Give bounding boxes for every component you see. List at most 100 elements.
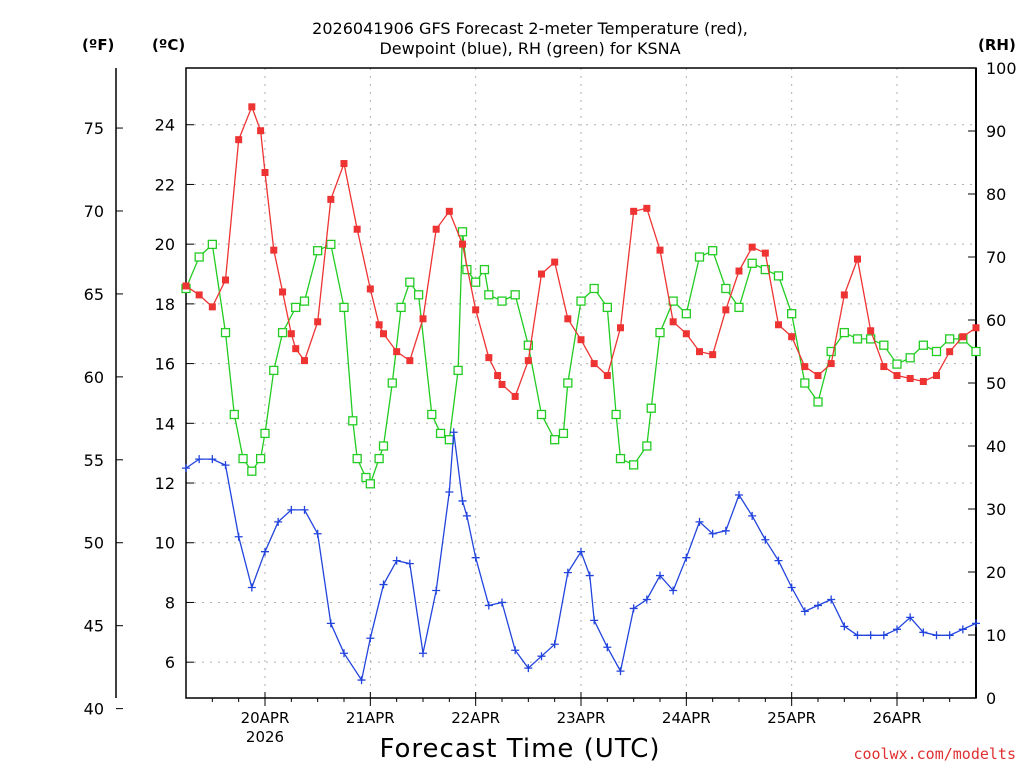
temperature-point xyxy=(511,392,519,400)
temperature-point xyxy=(195,291,203,299)
rh-point xyxy=(734,302,744,313)
rh-point xyxy=(931,346,942,357)
dewpoint-point xyxy=(932,631,941,640)
dewpoint-point xyxy=(498,598,506,607)
fahrenheit-tick-label: 55 xyxy=(84,451,104,470)
dewpoint-point xyxy=(879,631,888,640)
x-tick-label: 24APR xyxy=(662,709,711,727)
dewpoint-point xyxy=(893,625,901,634)
dewpoint-point xyxy=(195,455,204,464)
rh-point xyxy=(576,296,586,306)
rh-point xyxy=(892,359,902,369)
dewpoint-point xyxy=(550,640,559,649)
rh-point xyxy=(396,302,406,313)
rh-tick-label: 90 xyxy=(986,122,1006,141)
temperature-point xyxy=(775,321,782,329)
celsius-tick-label: 16 xyxy=(155,355,175,374)
chart-title-line2: Dewpoint (blue), RH (green) for KSNA xyxy=(379,39,681,58)
dewpoint-point xyxy=(379,580,388,589)
temperature-point xyxy=(972,324,980,332)
dewpoint-point xyxy=(669,586,678,595)
dewpoint-point xyxy=(274,517,283,526)
temperature-point xyxy=(257,127,265,135)
rh-point xyxy=(471,277,481,287)
temperature-point xyxy=(182,282,190,290)
rh-point xyxy=(589,283,599,294)
rh-point xyxy=(826,346,836,357)
dewpoint-point xyxy=(247,583,256,592)
fahrenheit-unit-label: (ºF) xyxy=(82,36,115,54)
x-tick-label: 21APR xyxy=(346,709,395,727)
dewpoint-point xyxy=(577,547,585,556)
rh-point xyxy=(550,435,560,445)
rh-point xyxy=(405,277,415,287)
credit-text[interactable]: coolwx.com/modelts xyxy=(853,745,1016,763)
rh-point xyxy=(260,428,270,439)
dewpoint-point xyxy=(563,568,572,577)
rh-point xyxy=(413,290,424,300)
celsius-tick-label: 12 xyxy=(155,474,175,493)
temperature-point xyxy=(222,276,229,284)
rh-point xyxy=(721,283,731,294)
rh-point xyxy=(813,397,823,407)
temperature-point xyxy=(709,351,717,359)
rh-tick-label: 0 xyxy=(986,689,996,708)
rh-tick-label: 100 xyxy=(986,59,1017,78)
dewpoint-point xyxy=(958,625,967,634)
plot-frame xyxy=(185,67,977,699)
rh-point xyxy=(800,378,810,388)
rh-tick-label: 20 xyxy=(986,563,1006,582)
x-tick-label: 25APR xyxy=(767,709,816,727)
rh-point xyxy=(444,435,454,445)
rh-point xyxy=(348,416,358,426)
temperature-point xyxy=(919,378,927,386)
temperature-point xyxy=(380,330,387,338)
dewpoint-point xyxy=(234,532,243,541)
temperature-point xyxy=(761,249,769,257)
rh-point xyxy=(352,453,362,464)
rh-point xyxy=(374,453,384,464)
fahrenheit-tick-label: 45 xyxy=(84,617,104,636)
rh-point xyxy=(299,296,310,306)
temperature-point xyxy=(696,348,703,356)
fahrenheit-tick-label: 70 xyxy=(84,202,104,221)
dewpoint-point xyxy=(800,607,809,616)
fahrenheit-tick-label: 60 xyxy=(84,368,104,387)
rh-point xyxy=(523,340,533,350)
dewpoint-point xyxy=(471,553,480,562)
rh-point xyxy=(427,409,437,420)
dewpoint-point xyxy=(313,529,322,538)
temperature-point xyxy=(893,372,901,380)
rh-point xyxy=(760,264,770,275)
temperature-point xyxy=(270,246,278,254)
rh-tick-label: 60 xyxy=(986,311,1006,330)
temperature-point xyxy=(551,258,559,266)
celsius-tick-label: 18 xyxy=(155,295,175,314)
dewpoint-point xyxy=(221,461,230,470)
rh-point xyxy=(220,327,231,338)
rh-point xyxy=(484,290,494,300)
temperature-point xyxy=(748,243,756,251)
temperature-point xyxy=(432,225,440,233)
temperature-point xyxy=(840,291,848,299)
dewpoint-point xyxy=(511,646,520,655)
x-tick-label: 22APR xyxy=(451,709,500,727)
temperature-point xyxy=(603,372,611,380)
temperature-line xyxy=(185,104,977,398)
temperature-point xyxy=(472,306,480,314)
celsius-tick-label: 20 xyxy=(155,235,175,254)
temperature-point xyxy=(406,357,414,365)
temperature-point xyxy=(735,267,743,275)
rh-tick-label: 50 xyxy=(986,374,1006,393)
rh-tick-label: 80 xyxy=(986,185,1006,204)
dewpoint-point xyxy=(300,505,309,514)
dewpoint-point xyxy=(629,604,638,613)
rh-tick-label: 70 xyxy=(986,248,1006,267)
dewpoint-point xyxy=(972,619,980,628)
dewpoint-point xyxy=(326,619,335,628)
rh-point xyxy=(277,327,288,338)
temperature-point xyxy=(617,324,624,332)
temperature-point xyxy=(459,240,466,248)
temperature-point xyxy=(366,285,374,293)
celsius-tick-label: 6 xyxy=(165,653,175,672)
